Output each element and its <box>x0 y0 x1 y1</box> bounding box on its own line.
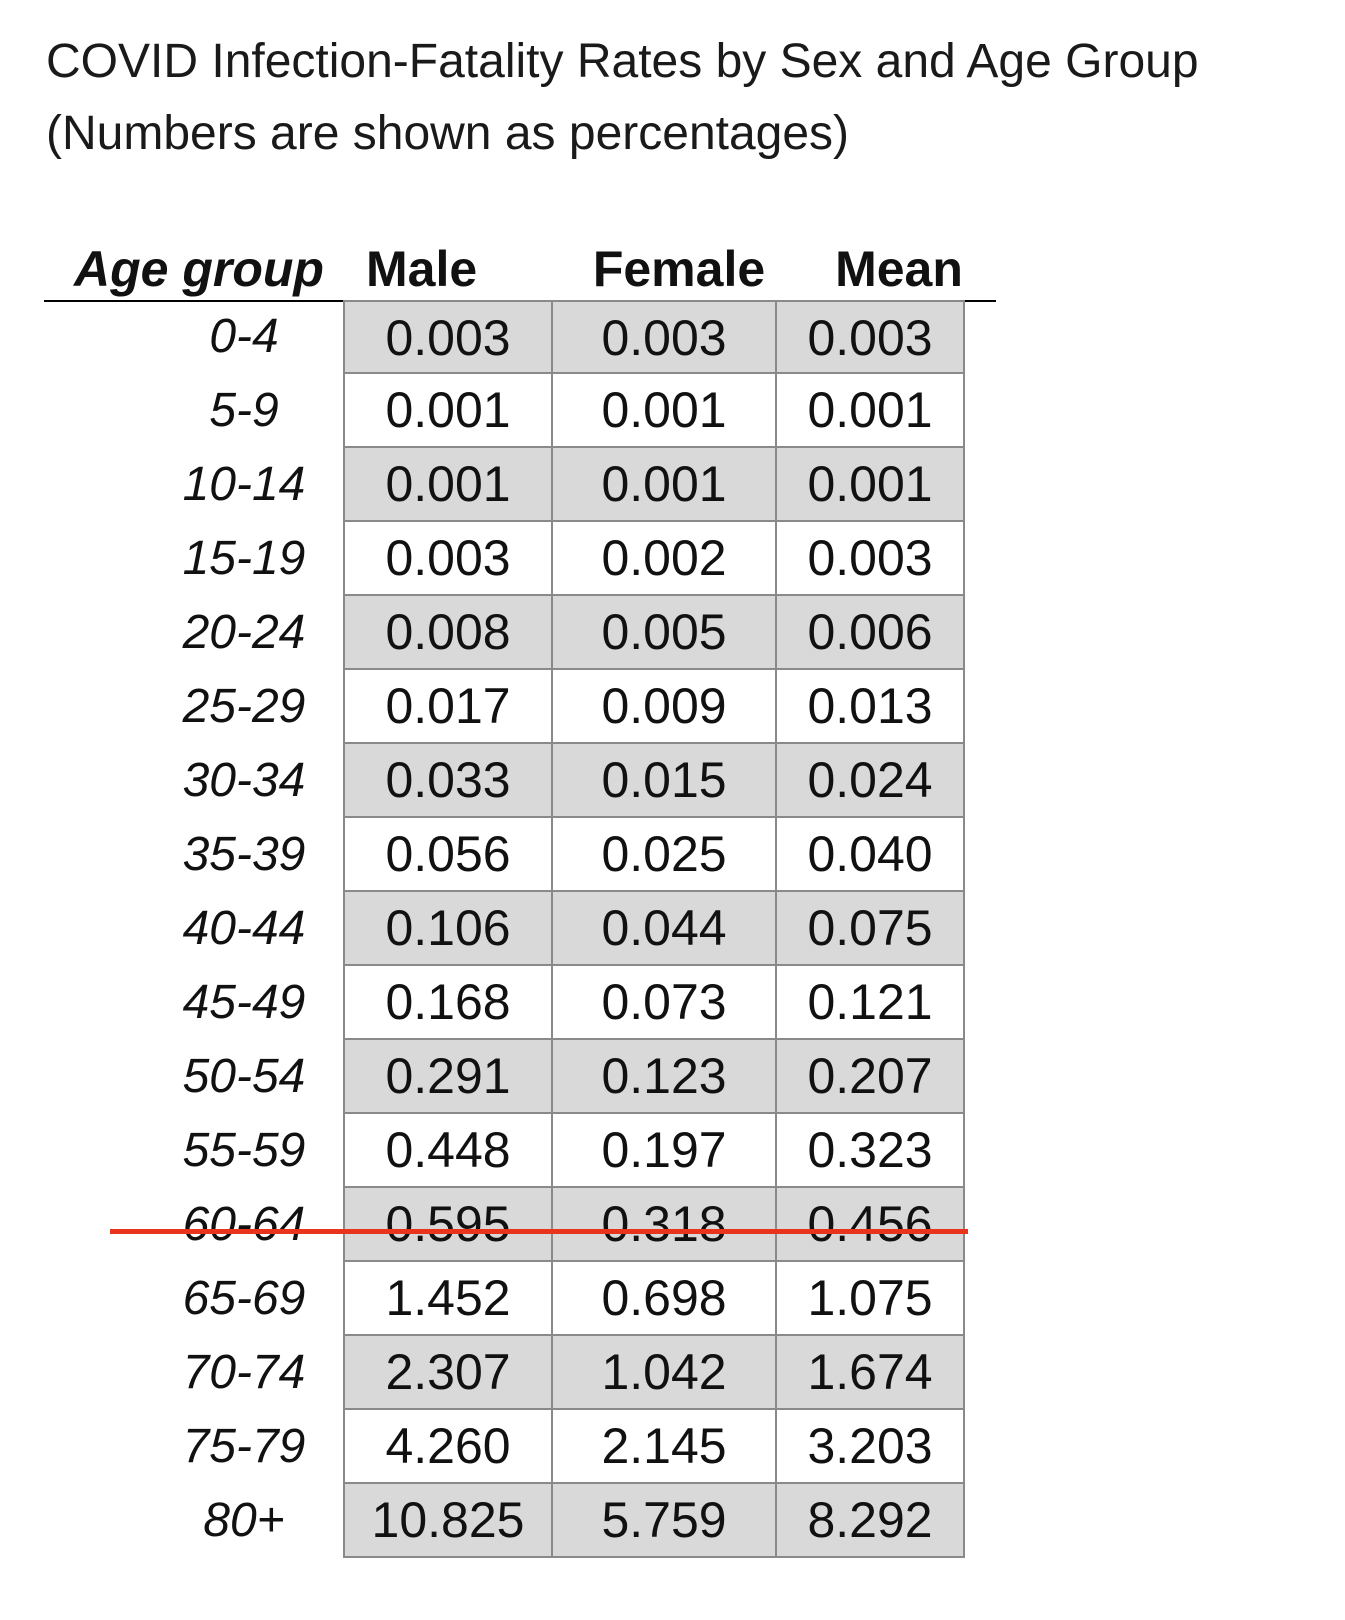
male-rate-cell: 0.168 <box>343 966 553 1040</box>
table-row: 45-49 0.168 0.073 0.121 <box>44 966 998 1040</box>
female-rate-cell: 0.025 <box>551 818 777 892</box>
male-rate-cell: 0.106 <box>343 892 553 966</box>
table-row: 60-64 0.595 0.318 0.456 <box>44 1188 998 1262</box>
mean-rate-cell: 1.674 <box>775 1336 965 1410</box>
age-group-cell: 70-74 <box>182 1346 306 1399</box>
female-rate-cell: 5.759 <box>551 1484 777 1558</box>
male-rate-cell: 0.001 <box>343 374 553 448</box>
female-rate-cell: 0.197 <box>551 1114 777 1188</box>
female-rate-cell: 0.073 <box>551 966 777 1040</box>
mean-rate-cell: 8.292 <box>775 1484 965 1558</box>
table-row: 55-59 0.448 0.197 0.323 <box>44 1114 998 1188</box>
female-rate-cell: 2.145 <box>551 1410 777 1484</box>
table-row: 80+ 10.825 5.759 8.292 <box>44 1484 998 1558</box>
mean-rate-cell: 0.006 <box>775 596 965 670</box>
age-group-cell: 20-24 <box>182 606 306 659</box>
page-title: COVID Infection-Fatality Rates by Sex an… <box>46 26 1199 170</box>
male-rate-cell: 0.448 <box>343 1114 553 1188</box>
mean-rate-cell: 3.203 <box>775 1410 965 1484</box>
header-mean: Mean <box>835 241 963 297</box>
age-group-cell: 35-39 <box>182 828 306 881</box>
table-row: 20-24 0.008 0.005 0.006 <box>44 596 998 670</box>
table-row: 70-74 2.307 1.042 1.674 <box>44 1336 998 1410</box>
header-male: Male <box>366 241 478 297</box>
male-rate-cell: 0.595 <box>343 1188 553 1262</box>
age-group-cell: 55-59 <box>182 1124 306 1177</box>
table-row: 5-9 0.001 0.001 0.001 <box>44 374 998 448</box>
table-row: 10-14 0.001 0.001 0.001 <box>44 448 998 522</box>
table-row: 50-54 0.291 0.123 0.207 <box>44 1040 998 1114</box>
age-group-cell: 30-34 <box>182 754 306 807</box>
mean-rate-cell: 0.024 <box>775 744 965 818</box>
male-rate-cell: 10.825 <box>343 1484 553 1558</box>
age-65-divider-line <box>110 1229 968 1234</box>
table-row: 25-29 0.017 0.009 0.013 <box>44 670 998 744</box>
male-rate-cell: 0.001 <box>343 448 553 522</box>
age-group-cell: 15-19 <box>182 532 306 585</box>
mean-rate-cell: 0.456 <box>775 1188 965 1262</box>
female-rate-cell: 0.044 <box>551 892 777 966</box>
age-group-cell: 65-69 <box>182 1272 306 1325</box>
age-group-cell: 0-4 <box>209 310 279 363</box>
table-row: 35-39 0.056 0.025 0.040 <box>44 818 998 892</box>
male-rate-cell: 0.003 <box>343 522 553 596</box>
mean-rate-cell: 0.207 <box>775 1040 965 1114</box>
female-rate-cell: 0.009 <box>551 670 777 744</box>
mean-rate-cell: 0.001 <box>775 448 965 522</box>
age-group-cell: 40-44 <box>182 902 306 955</box>
male-rate-cell: 1.452 <box>343 1262 553 1336</box>
table-row: 75-79 4.260 2.145 3.203 <box>44 1410 998 1484</box>
age-group-cell: 50-54 <box>182 1050 306 1103</box>
male-rate-cell: 0.056 <box>343 818 553 892</box>
mean-rate-cell: 0.013 <box>775 670 965 744</box>
header-age-group: Age group <box>74 241 324 297</box>
age-group-cell: 45-49 <box>182 976 306 1029</box>
mean-rate-cell: 0.003 <box>775 300 965 374</box>
female-rate-cell: 0.005 <box>551 596 777 670</box>
age-group-cell: 60-64 <box>182 1198 306 1251</box>
male-rate-cell: 0.291 <box>343 1040 553 1114</box>
female-rate-cell: 0.002 <box>551 522 777 596</box>
age-group-cell: 75-79 <box>182 1420 306 1473</box>
mean-rate-cell: 0.323 <box>775 1114 965 1188</box>
table-row: 65-69 1.452 0.698 1.075 <box>44 1262 998 1336</box>
male-rate-cell: 4.260 <box>343 1410 553 1484</box>
age-group-cell: 10-14 <box>182 458 306 511</box>
female-rate-cell: 0.015 <box>551 744 777 818</box>
subtitle-line: (Numbers are shown as percentages) <box>46 107 850 160</box>
mean-rate-cell: 0.121 <box>775 966 965 1040</box>
female-rate-cell: 0.001 <box>551 448 777 522</box>
header-female: Female <box>592 241 766 297</box>
mean-rate-cell: 1.075 <box>775 1262 965 1336</box>
mean-rate-cell: 0.003 <box>775 522 965 596</box>
female-rate-cell: 0.001 <box>551 374 777 448</box>
age-group-cell: 25-29 <box>182 680 306 733</box>
table-row: 40-44 0.106 0.044 0.075 <box>44 892 998 966</box>
mean-rate-cell: 0.001 <box>775 374 965 448</box>
female-rate-cell: 0.698 <box>551 1262 777 1336</box>
age-group-cell: 5-9 <box>209 384 279 437</box>
male-rate-cell: 0.033 <box>343 744 553 818</box>
age-group-cell: 80+ <box>203 1494 285 1547</box>
title-line: COVID Infection-Fatality Rates by Sex an… <box>46 35 1199 88</box>
male-rate-cell: 2.307 <box>343 1336 553 1410</box>
mean-rate-cell: 0.040 <box>775 818 965 892</box>
female-rate-cell: 0.318 <box>551 1188 777 1262</box>
male-rate-cell: 0.003 <box>343 300 553 374</box>
table-row: 15-19 0.003 0.002 0.003 <box>44 522 998 596</box>
male-rate-cell: 0.017 <box>343 670 553 744</box>
table-row: 30-34 0.033 0.015 0.024 <box>44 744 998 818</box>
female-rate-cell: 0.003 <box>551 300 777 374</box>
fatality-rate-table: 0-4 0.003 0.003 0.003 5-9 0.001 0.001 0.001 10-1… <box>44 300 998 1558</box>
male-rate-cell: 0.008 <box>343 596 553 670</box>
table-header: Age group Male Female Mean <box>44 238 996 302</box>
female-rate-cell: 0.123 <box>551 1040 777 1114</box>
female-rate-cell: 1.042 <box>551 1336 777 1410</box>
mean-rate-cell: 0.075 <box>775 892 965 966</box>
table-row: 0-4 0.003 0.003 0.003 <box>44 300 998 374</box>
